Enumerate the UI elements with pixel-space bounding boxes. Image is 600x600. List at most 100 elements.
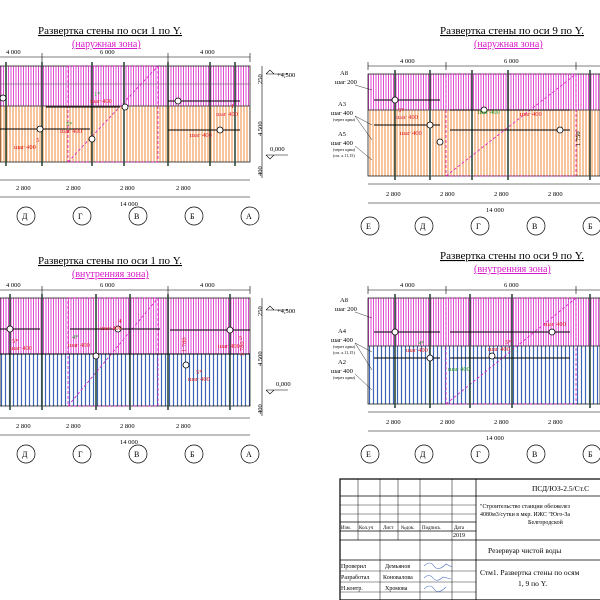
sheet-title: 1, 9 по Y. [518, 579, 547, 588]
top-dim: 4 000 [6, 282, 21, 289]
rebar-note: (через один) [333, 117, 356, 122]
rebar-code: А8 [340, 70, 348, 77]
bar-mark: 5* [398, 107, 405, 114]
axis-label: Г [476, 450, 481, 459]
right-dim: 250 [257, 306, 264, 316]
bottom-dim: 2 800 [176, 185, 191, 192]
bottom-dim: 2 800 [16, 423, 31, 430]
bottom-dim: 2 800 [548, 191, 563, 198]
bar-step: шаг 400 [188, 376, 210, 383]
axis-label: В [134, 450, 139, 459]
bar-step: шаг 400 [544, 321, 566, 328]
bar-mark: 1 [231, 103, 234, 110]
right-dim: 4 500 [257, 121, 264, 136]
axis-label: Д [420, 450, 426, 459]
top-dim: 6 000 [100, 282, 115, 289]
person-name: Коновалова [383, 575, 413, 581]
axis-label: Г [78, 450, 83, 459]
person-name: Хромова [385, 586, 408, 592]
project-line: 4080м3/сутки в мкр. ИЖС "Юго-За [480, 512, 570, 518]
magenta-zone [368, 298, 600, 346]
bar-mark: 4 [118, 318, 122, 325]
rebar-code: А3 [338, 101, 346, 108]
axis-label: В [532, 222, 537, 231]
header-cell: Кол.уч [359, 526, 374, 531]
rebar-step: шаг 400 [331, 110, 353, 117]
rebar-code: А8 [340, 297, 348, 304]
blue-zone [0, 354, 250, 406]
rebar-step: шаг 200 [335, 306, 357, 313]
panel-subtitle: (внутренняя зона) [72, 269, 149, 280]
rebar-code: А4 [338, 328, 347, 335]
title-block [339, 478, 600, 600]
orange-zone [368, 110, 600, 176]
signatures [423, 562, 453, 592]
axis-label: Г [476, 222, 481, 231]
bar-mark: 1* [94, 91, 101, 98]
total-dim: 14 000 [120, 201, 138, 208]
role-label: Н.контр. [341, 586, 363, 592]
header-cell: Подпись [422, 526, 441, 531]
bar-step: шаг 400 [190, 132, 212, 139]
project-line: Белгородской [528, 519, 564, 526]
rebar-code: А5 [338, 131, 346, 138]
axis-label: Г [78, 212, 83, 221]
top-dim: 6 000 [504, 282, 519, 289]
panel-title: Развертка стены по оси 9 по Y. [440, 25, 584, 37]
panel-subtitle: (наружная зона) [72, 39, 141, 50]
year: 2019 [453, 533, 465, 539]
axis-label: Б [190, 450, 195, 459]
right-dim: 400 [257, 404, 264, 414]
bar-step: шаг 400 [406, 347, 428, 354]
right-dim: 250 [257, 74, 264, 84]
bar-mark: 5* [12, 338, 19, 345]
header-cell: №док. [401, 525, 415, 531]
right-dim: 400 [257, 166, 264, 176]
panel-subtitle: (наружная зона) [474, 39, 543, 50]
top-dim: 4 000 [6, 49, 21, 56]
panel-title: Развертка стены по оси 9 по Y. [440, 250, 584, 262]
panel-title: Развертка стены по оси 1 по Y. [38, 25, 182, 37]
role-label: Разработал [341, 574, 369, 581]
bar-step: шаг 400 [68, 342, 90, 349]
right-dim: 4 500 [257, 351, 264, 366]
rebar-note: (через один) [333, 375, 356, 380]
bar-step: шаг 400 [100, 325, 122, 332]
bar-mark: 4* [72, 334, 79, 341]
orange-zone [0, 106, 250, 162]
axis-label: Е [366, 450, 371, 459]
panel-axis1-outer: Развертка стены по оси 1 по Y. (наружная… [0, 25, 295, 226]
doc-code: ПСД/ЮЗ-2.5/Ст.С [532, 484, 589, 493]
bar-mark: 5 [36, 137, 39, 144]
magenta-zone [0, 66, 250, 106]
axis-label: А [246, 212, 252, 221]
bar-step: шаг 400 [396, 114, 418, 121]
header-cell: Изм. [341, 526, 351, 531]
header-cell: Дата [454, 526, 465, 531]
bar-step: шаг 400 [60, 128, 82, 135]
bar-mark: 5* [66, 121, 73, 128]
bar-step: шаг 400 [14, 144, 36, 151]
panel-axis9-inner: Развертка стены по оси 9 по Y. (внутренн… [331, 250, 600, 464]
level-mark: +4,500 [277, 308, 295, 315]
axis-label: Д [22, 450, 28, 459]
bar-mark: 4* [418, 340, 425, 347]
bar-step: шаг 400 [488, 346, 510, 353]
axis-label: В [134, 212, 139, 221]
total-dim: 14 000 [486, 435, 504, 442]
rebar-step: шаг 400 [331, 140, 353, 147]
bar-step: шаг 400 [520, 111, 542, 118]
rebar-ref: (см. л.11,15) [333, 153, 355, 159]
bar-step: шаг 400 [448, 366, 470, 373]
top-dim: 4 000 [200, 49, 215, 56]
level-mark: +4,500 [277, 72, 295, 79]
axis-label: А [246, 450, 252, 459]
bottom-dim: 2 800 [176, 423, 191, 430]
rebar-step: шаг 400 [331, 337, 353, 344]
bar-mark: 5* [196, 369, 203, 376]
bottom-dim: 2 800 [494, 419, 509, 426]
object-name: Резервуар чистой воды [488, 546, 561, 555]
rebar-step: шаг 200 [335, 79, 357, 86]
top-dim: 6 000 [100, 49, 115, 56]
bottom-dim: 2 800 [494, 191, 509, 198]
